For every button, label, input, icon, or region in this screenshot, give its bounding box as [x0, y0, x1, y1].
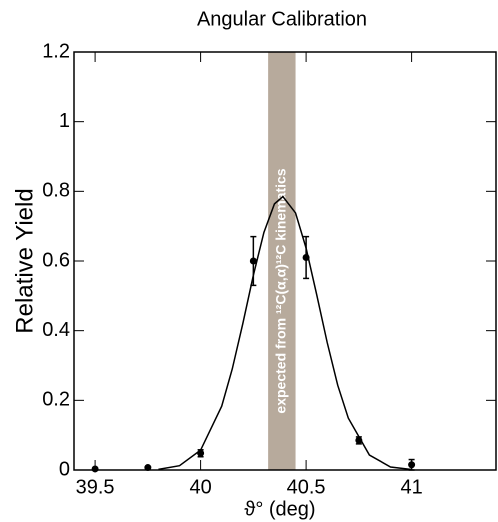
data-point: [144, 464, 152, 472]
fit-curve: [158, 195, 412, 471]
y-tick-label: 0.4: [42, 319, 70, 341]
data-point: [249, 257, 257, 265]
x-tick-label: 40.5: [287, 476, 326, 498]
x-axis-label: ϑ° (deg): [244, 498, 315, 520]
y-tick-label: 1.2: [42, 40, 70, 62]
data-point: [408, 461, 416, 469]
y-tick-label: 1: [59, 110, 70, 132]
y-tick-label: 0.8: [42, 180, 70, 202]
x-tick-label: 40: [189, 476, 211, 498]
band-label: expected from ¹²C(α,α)¹²C kinematics: [273, 168, 289, 413]
x-tick-label: 39.5: [76, 476, 115, 498]
data-point: [91, 465, 99, 473]
x-tick-label: 41: [400, 476, 422, 498]
chart-title: Angular Calibration: [197, 8, 367, 30]
y-axis-label: Relative Yield: [11, 188, 38, 333]
y-tick-label: 0.6: [42, 249, 70, 271]
expected-band: [268, 52, 296, 470]
y-tick-label: 0: [59, 458, 70, 480]
y-tick-label: 0.2: [42, 389, 70, 411]
